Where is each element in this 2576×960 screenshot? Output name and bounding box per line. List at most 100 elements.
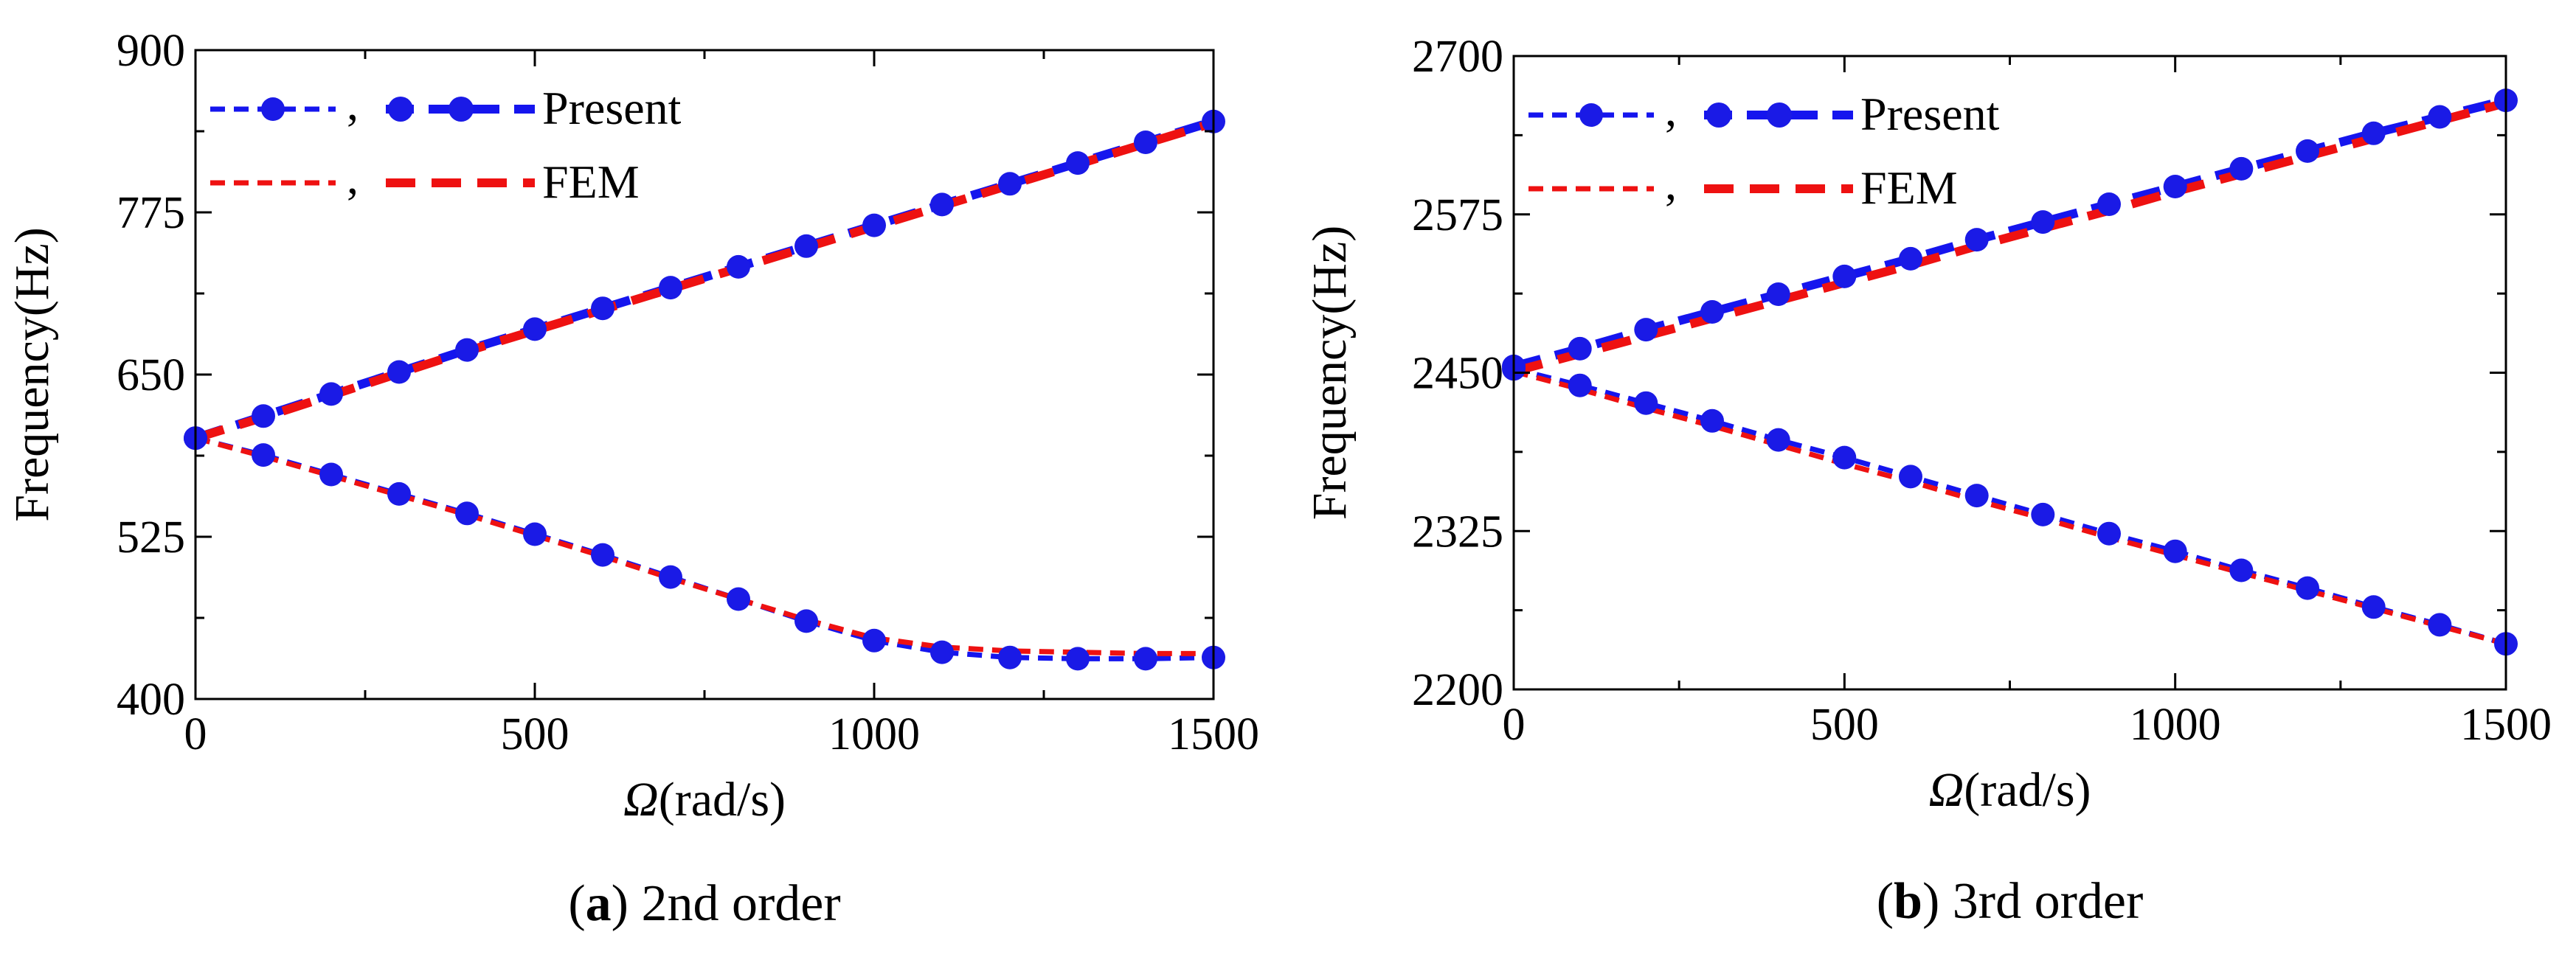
y-tick-label: 775 xyxy=(117,188,185,238)
caption-paren-open: ( xyxy=(568,875,585,932)
y-tick-label: 650 xyxy=(117,350,185,400)
x-tick-label: 0 xyxy=(1503,700,1526,750)
caption-letter: b xyxy=(1894,873,1922,930)
series-line-fem-backward xyxy=(195,435,1213,656)
data-point-present-backward xyxy=(1700,408,1724,433)
x-axis-title: Ω(rad/s) xyxy=(623,773,786,827)
data-point-present-forward xyxy=(727,254,750,279)
x-tick-label: 1500 xyxy=(1168,709,1259,759)
data-point-present-forward xyxy=(252,404,275,428)
data-point-present-backward xyxy=(2031,502,2055,526)
legend: , Present, FEM xyxy=(210,77,682,208)
data-point-present-backward xyxy=(659,565,682,589)
data-point-present-backward xyxy=(455,501,479,526)
series-line-present-forward xyxy=(1512,96,2507,371)
data-point-present-backward xyxy=(387,481,411,506)
y-tick-label: 400 xyxy=(117,675,185,725)
x-axis-title: Ω(rad/s) xyxy=(1929,763,2091,817)
legend-separator: , xyxy=(1665,83,1677,136)
data-point-present-backward xyxy=(2296,576,2319,600)
data-point-present-backward xyxy=(930,640,954,664)
plot-frame xyxy=(1512,55,2507,691)
series-line-present-forward xyxy=(194,117,1215,442)
plot-frame xyxy=(194,49,1215,700)
y-tick-label: 2700 xyxy=(1412,32,1503,82)
data-point-present-forward xyxy=(862,213,886,237)
x-tick-label: 0 xyxy=(184,709,207,759)
y-axis-title: Frequency(Hz) xyxy=(5,227,59,521)
data-point-present-backward xyxy=(1766,428,1790,452)
series-line-present-backward xyxy=(195,435,1214,661)
data-point-present-backward xyxy=(2361,595,2386,619)
legend-label: FEM xyxy=(542,156,640,208)
y-axis-title: Frequency(Hz) xyxy=(1303,226,1357,520)
series-line-fem-forward xyxy=(194,118,1215,442)
data-point-present-backward xyxy=(2229,558,2254,582)
data-point-present-forward xyxy=(794,234,818,258)
data-point-present-backward xyxy=(1634,391,1658,415)
data-point-present-forward xyxy=(2097,192,2121,216)
data-point-present-backward xyxy=(2163,539,2187,563)
data-point-present-forward xyxy=(523,317,547,341)
panel-caption: (a) 2nd order xyxy=(568,875,840,932)
y-tick-label: 525 xyxy=(117,512,185,563)
data-point-present-backward xyxy=(1568,373,1592,397)
data-point-present-forward xyxy=(1899,246,1922,271)
x-tick-label: 1000 xyxy=(2130,700,2221,750)
data-point-present-forward xyxy=(2031,210,2055,234)
y-tick-label: 2200 xyxy=(1412,665,1503,715)
caption-text: 2nd order xyxy=(629,875,841,932)
legend-separator: , xyxy=(347,151,359,204)
data-point-present-backward xyxy=(2097,521,2121,546)
data-point-present-forward xyxy=(998,172,1022,196)
data-point-present-backward xyxy=(1899,465,1922,489)
caption-paren-close: ) xyxy=(1922,873,1939,930)
x-tick-label: 500 xyxy=(1810,700,1879,750)
legend-separator: , xyxy=(1665,157,1677,209)
data-point-present-backward xyxy=(1964,484,1989,508)
data-point-present-forward xyxy=(455,338,479,362)
legend-label: FEM xyxy=(1860,161,1958,214)
data-point-present-forward xyxy=(1568,336,1592,361)
data-point-present-forward xyxy=(1634,318,1658,342)
data-point-present-forward xyxy=(1700,300,1724,324)
data-point-present-forward xyxy=(387,360,411,384)
caption-paren-close: ) xyxy=(612,875,629,932)
y-tick-label: 2325 xyxy=(1412,507,1503,557)
series-line-fem-backward xyxy=(1513,369,2507,647)
data-point-present-forward xyxy=(1964,228,1989,252)
data-point-present-backward xyxy=(1134,647,1157,671)
x-tick-label: 1500 xyxy=(2460,700,2552,750)
panel-a-2nd-order: 0 500 1000 1500 400 525 650 775 900 Frequency(Hz)… xyxy=(5,26,1259,932)
x-axis-unit: (rad/s) xyxy=(1964,763,2091,817)
data-point-present-forward xyxy=(2361,121,2386,145)
y-tick-label: 2450 xyxy=(1412,349,1503,399)
data-point-present-forward xyxy=(2229,156,2254,181)
data-point-present-forward xyxy=(2163,175,2187,198)
data-point-present-forward xyxy=(1832,264,1857,288)
y-tick-label: 900 xyxy=(117,26,185,76)
legend-marker xyxy=(1767,102,1792,128)
legend-label: Present xyxy=(1860,88,2000,140)
data-point-present-backward xyxy=(319,462,343,487)
x-axis-symbol: Ω xyxy=(1929,763,1964,817)
data-point-present-forward xyxy=(591,296,614,321)
legend-marker xyxy=(261,97,285,121)
data-point-present-forward xyxy=(1066,151,1090,175)
legend-marker xyxy=(449,97,474,122)
panel-caption: (b) 3rd order xyxy=(1877,873,2144,930)
x-axis-unit: (rad/s) xyxy=(659,773,786,827)
data-point-present-backward xyxy=(998,645,1022,669)
y-tick-label: 2575 xyxy=(1412,190,1503,240)
data-point-present-forward xyxy=(659,276,682,300)
caption-text: 3rd order xyxy=(1939,873,2143,930)
x-tick-label: 500 xyxy=(501,709,569,759)
legend-separator: , xyxy=(347,77,359,130)
data-point-present-forward xyxy=(2296,139,2319,163)
data-point-present-backward xyxy=(1066,647,1090,671)
data-point-present-forward xyxy=(319,382,343,406)
data-point-present-backward xyxy=(1832,445,1857,470)
data-point-present-forward xyxy=(1134,131,1157,154)
data-point-present-backward xyxy=(2428,613,2452,637)
